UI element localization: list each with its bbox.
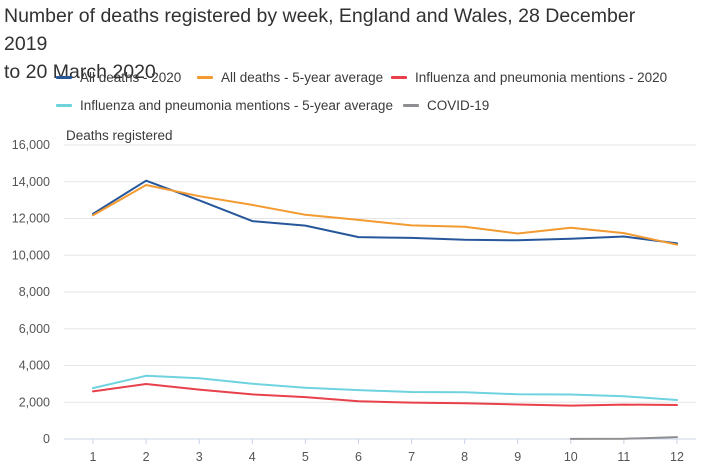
x-tick-label: 3 [196,450,203,464]
legend-label: Influenza and pneumonia mentions - 5-yea… [80,98,393,113]
x-tick-label: 8 [461,450,468,464]
y-tick-label: 16,000 [12,138,50,152]
series-lines [92,179,678,440]
x-tick-label: 6 [355,450,362,464]
chart-title-line-1: Number of deaths registered by week, Eng… [4,5,636,55]
x-tick-label: 4 [249,450,256,464]
y-tick-label: 4,000 [19,359,50,373]
legend-item-all-deaths-2020[interactable]: All deaths - 2020 [56,70,181,85]
x-tick-label: 9 [514,450,521,464]
legend-item-flu-2020[interactable]: Influenza and pneumonia mentions - 2020 [391,70,667,85]
x-tick-label: 2 [143,450,150,464]
series-line-influenza-and-pneumonia-mentions-2020 [92,383,678,407]
y-tick-label: 2,000 [19,395,50,409]
legend-label: All deaths - 2020 [80,70,182,85]
x-tick-label: 10 [564,450,578,464]
series-line-influenza-and-pneumonia-mentions-5-year-average [92,374,678,401]
x-axis: 1 2 3 4 5 6 7 8 9 10 11 12 [90,439,684,464]
series-line-covid-19 [569,436,678,440]
y-tick-label: 10,000 [12,248,50,262]
legend-swatch [403,104,419,107]
y-tick-label: 8,000 [19,285,50,299]
y-tick-label: 0 [43,432,50,446]
x-tick-label: 7 [408,450,415,464]
x-tick-label: 11 [617,450,630,464]
series-line-all-deaths-5-year-average [92,184,678,246]
legend-swatch [56,104,72,107]
y-tick-label: 12,000 [12,212,50,226]
y-tick-label: 6,000 [19,322,50,336]
y-axis-title: Deaths registered [66,128,173,143]
y-axis-ticks: 0 2,000 4,000 6,000 8,000 10,000 12,000 14,000 1… [12,138,50,446]
legend-swatch [56,76,72,79]
legend-label: COVID-19 [427,98,490,113]
legend-swatch [391,76,407,79]
series-line-all-deaths-2020 [92,179,678,245]
x-tick-label: 1 [90,450,97,464]
legend-item-all-deaths-5yr[interactable]: All deaths - 5-year average [197,70,383,85]
x-tick-label: 12 [670,450,684,464]
legend-item-flu-5yr[interactable]: Influenza and pneumonia mentions - 5-yea… [56,98,393,113]
legend-swatch [197,76,213,79]
legend-label: All deaths - 5-year average [221,70,384,85]
chart-title: Number of deaths registered by week, Eng… [4,2,664,86]
legend-item-covid-19[interactable]: COVID-19 [403,98,489,113]
y-tick-label: 14,000 [12,175,50,189]
legend-label: Influenza and pneumonia mentions - 2020 [415,70,668,85]
x-tick-label: 5 [302,450,309,464]
chart-title-line-2: to 20 March 2020 [4,61,156,83]
